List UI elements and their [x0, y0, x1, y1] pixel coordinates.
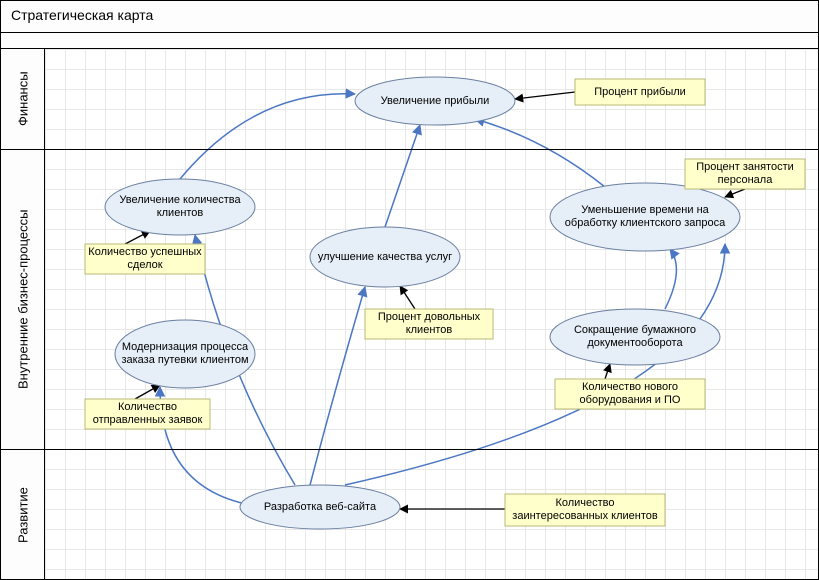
diagram-container: Стратегическая карта Увеличение прибылиУ…: [0, 0, 819, 580]
lane-divider: [1, 149, 818, 150]
grid-area: [45, 49, 818, 579]
lane-label-dev: Развитие: [1, 449, 45, 580]
lane-label-biz: Внутренние бизнес-процессы: [1, 149, 45, 449]
lane-divider: [1, 449, 818, 450]
lane-label-finance: Финансы: [1, 49, 45, 149]
page-title: Стратегическая карта: [1, 1, 818, 29]
title-row: Стратегическая карта: [1, 1, 818, 33]
blank-row: [1, 33, 818, 49]
